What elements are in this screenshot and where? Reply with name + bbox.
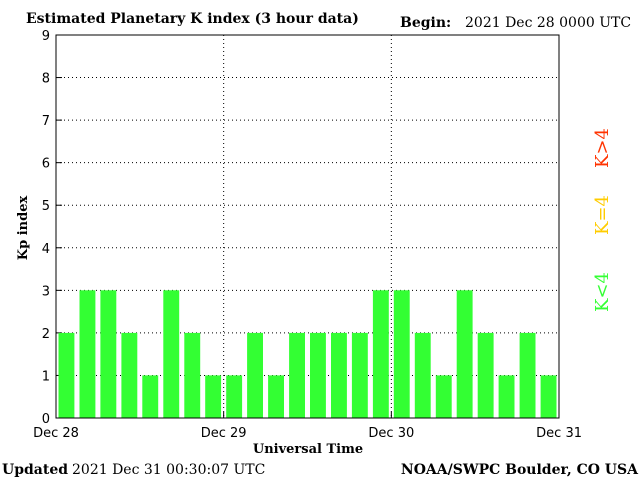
kp-bar xyxy=(79,290,96,418)
kp-bar xyxy=(456,290,473,418)
legend-mid: K=4 xyxy=(592,195,613,235)
x-tick-label: Dec 30 xyxy=(368,426,414,441)
kp-bar xyxy=(331,332,347,418)
chart-title: Estimated Planetary K index (3 hour data… xyxy=(26,11,359,27)
kp-bar xyxy=(163,290,180,418)
y-tick-label: 0 xyxy=(42,412,50,427)
legend-low: K<4 xyxy=(592,272,613,312)
kp-bar xyxy=(142,375,159,418)
updated-value: 2021 Dec 31 00:30:07 UTC xyxy=(72,462,265,478)
y-tick-label: 7 xyxy=(42,114,50,129)
kp-bar xyxy=(372,290,389,418)
x-tick-label: Dec 28 xyxy=(33,426,79,441)
kp-bar xyxy=(519,332,536,418)
begin-value: 2021 Dec 28 0000 UTC xyxy=(465,15,631,31)
y-tick-label: 1 xyxy=(42,369,50,384)
kp-bar xyxy=(247,332,263,418)
x-axis-label: Universal Time xyxy=(253,442,363,457)
kp-bar xyxy=(184,332,201,418)
kp-bar xyxy=(498,375,515,418)
plot-area: 0 1 2 3 4 5 6 7 8 9 Dec 28 Dec 29 Dec 30 Dec 31 xyxy=(33,29,582,441)
y-tick-label: 8 xyxy=(42,72,50,87)
kp-bar xyxy=(414,332,431,418)
updated-label: Updated xyxy=(2,462,68,478)
y-tick-label: 5 xyxy=(42,199,50,214)
y-tick-labels: 0 1 2 3 4 5 6 7 8 9 xyxy=(42,29,50,427)
y-tick-label: 9 xyxy=(42,29,50,44)
kp-bar xyxy=(100,290,117,418)
kp-bar xyxy=(310,332,326,418)
kp-bar xyxy=(205,375,222,418)
x-tick-label: Dec 29 xyxy=(201,426,247,441)
kp-bar xyxy=(540,375,557,418)
kp-bar xyxy=(289,332,305,418)
y-axis-label: Kp index xyxy=(16,196,31,261)
y-tick-label: 2 xyxy=(42,327,50,342)
x-tick-labels: Dec 28 Dec 29 Dec 30 Dec 31 xyxy=(33,412,582,441)
x-tick-label: Dec 31 xyxy=(536,426,582,441)
begin-label: Begin: xyxy=(400,15,451,31)
kp-bar xyxy=(121,332,138,418)
plot-frame xyxy=(55,34,560,419)
bars-group xyxy=(58,290,557,418)
kp-bar xyxy=(435,375,452,418)
kp-bar xyxy=(268,375,284,418)
kp-bar xyxy=(477,332,494,418)
y-tick-label: 4 xyxy=(42,242,50,257)
kp-bar xyxy=(351,332,368,418)
kp-bar xyxy=(58,332,75,418)
kp-bar xyxy=(393,290,410,418)
y-tick-label: 3 xyxy=(42,284,50,299)
y-tick-label: 6 xyxy=(42,157,50,172)
legend-high: K>4 xyxy=(592,128,613,168)
kp-bar xyxy=(226,375,243,418)
source-label: NOAA/SWPC Boulder, CO USA xyxy=(401,462,639,478)
